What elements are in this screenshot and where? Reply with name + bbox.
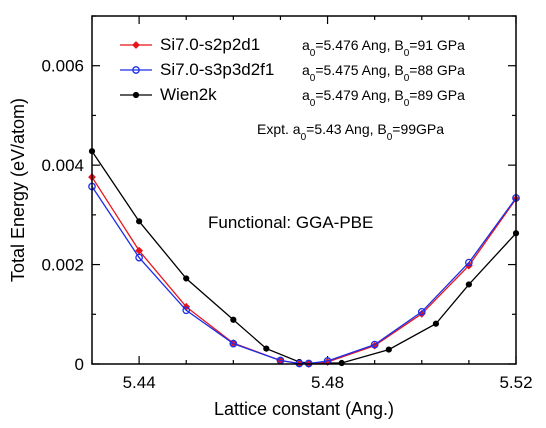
data-point: [135, 253, 143, 262]
y-tick-label: 0: [75, 355, 84, 374]
x-tick-label: 5.44: [123, 373, 156, 392]
legend-label: Si7.0-s3p3d2f1: [160, 60, 274, 79]
x-tick-label: 5.52: [499, 373, 532, 392]
y-tick-label: 0.002: [41, 256, 84, 275]
data-point: [182, 306, 191, 315]
x-axis-title: Lattice constant (Ang.): [214, 399, 394, 419]
data-point: [183, 275, 190, 282]
legend-params: a0=5.479 Ang, B0=89 GPa: [302, 87, 465, 109]
y-tick-label: 0.006: [41, 57, 84, 76]
legend: Si7.0-s2p2d1 a0=5.476 Ang, B0=91 GPa Si7.0…: [120, 35, 465, 143]
x-tick-label: 5.48: [311, 373, 344, 392]
legend-label: Wien2k: [160, 85, 217, 104]
data-point: [263, 345, 270, 352]
data-point: [338, 359, 345, 367]
legend-params: a0=5.476 Ang, B0=91 GPa: [302, 37, 465, 59]
data-point: [417, 307, 426, 316]
legend-params: a0=5.475 Ang, B0=88 GPa: [302, 62, 465, 84]
legend-marker: [132, 66, 140, 74]
series-line: [91, 176, 517, 365]
legend-marker: [132, 41, 140, 49]
y-tick-label: 0.004: [41, 156, 84, 175]
data-point: [136, 218, 143, 225]
series-0: [88, 173, 520, 368]
data-point: [465, 258, 473, 267]
tick-labels: 5.44 5.48 5.52 0 0.002 0.004 0.006: [41, 57, 532, 392]
series-layer: [88, 148, 520, 368]
legend-marker: [132, 91, 140, 99]
series-line: [91, 150, 517, 364]
expt-params: Expt. a0=5.43 Ang, B0=99GPa: [257, 121, 444, 143]
y-axis-title: Total Energy (eV/atom): [8, 98, 28, 282]
data-point: [229, 339, 238, 348]
functional-annotation: Functional: GGA-PBE: [208, 213, 373, 232]
data-point: [230, 316, 237, 323]
data-point: [370, 340, 379, 349]
series-1: [88, 182, 520, 368]
data-point: [465, 281, 472, 288]
plot-frame: [91, 15, 517, 365]
legend-label: Si7.0-s2p2d1: [160, 35, 260, 54]
data-point: [432, 320, 440, 327]
data-point: [385, 346, 392, 353]
series-2: [88, 148, 520, 367]
